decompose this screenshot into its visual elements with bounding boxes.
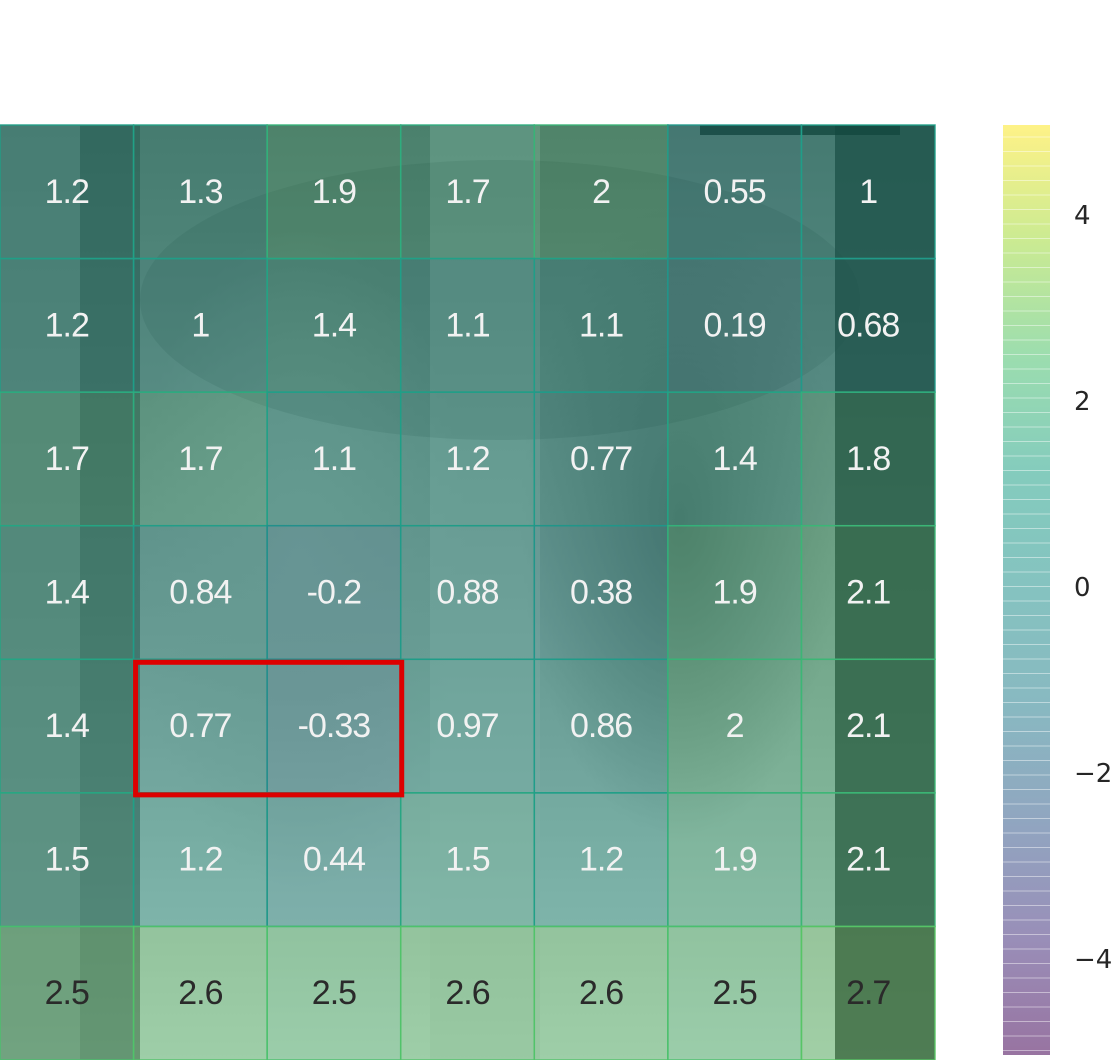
cell-value-label: 0.38 [570, 574, 632, 612]
heatmap-cell [399, 257, 536, 393]
cell-value-label: 0.44 [303, 841, 365, 879]
heatmap-cell [533, 792, 669, 928]
heatmap-cell [399, 524, 536, 661]
heatmap-labels: 1.2 1.3 1.9 1.7 2 0.55 1 1.2 1 1.4 1.1 1.1 0.19 0.68 1… [45, 173, 901, 1012]
heatmap-cell [266, 257, 402, 393]
heatmap-cell [266, 124, 402, 260]
cell-value-label: 1 [859, 173, 877, 211]
cell-value-label: 1.2 [45, 306, 89, 344]
cell-value-label: 1.5 [445, 841, 489, 879]
colorbar-tick-label: 0 [1074, 573, 1091, 603]
heatmap-cell [399, 925, 536, 1060]
heatmap-cell [533, 257, 669, 393]
heatmap-cell [533, 391, 669, 527]
heatmap-cells [0, 124, 936, 1060]
cell-value-label: 1.2 [45, 173, 89, 211]
cell-value-label: 1.1 [312, 440, 356, 478]
cell-value-label: 1 [191, 306, 209, 344]
colorbar-ticks: 4 2 0 −2 −4 [1074, 201, 1112, 975]
cell-value-label: 0.68 [837, 306, 899, 344]
heatmap-cell [0, 124, 135, 260]
heatmap-cell [667, 391, 803, 527]
xray-background [0, 125, 935, 1060]
cell-value-label: 2.1 [846, 707, 890, 745]
cell-value-label: 2.6 [579, 974, 623, 1012]
heatmap-cell [800, 925, 936, 1060]
cell-value-label: 0.19 [704, 306, 766, 344]
cell-value-label: -0.33 [298, 707, 371, 745]
heatmap-cell [533, 925, 669, 1060]
heatmap-cell [667, 658, 803, 794]
cell-value-label: 2.5 [312, 974, 356, 1012]
cell-value-label: 2.5 [713, 974, 757, 1012]
heatmap-cell [132, 257, 268, 393]
heatmap-cell [800, 658, 936, 794]
heatmap-cell [132, 124, 268, 260]
heatmap-cell [533, 124, 669, 260]
cell-value-label: 2.7 [846, 974, 890, 1012]
cell-value-label: 0.55 [704, 173, 766, 211]
cell-value-label: 1.2 [445, 440, 489, 478]
cell-value-label: 2.6 [445, 974, 489, 1012]
heatmap-cell [800, 524, 936, 661]
heatmap-cell [132, 925, 268, 1060]
cell-value-label: 0.88 [436, 574, 498, 612]
cell-value-label: 0.77 [570, 440, 632, 478]
heatmap-cell [266, 524, 402, 661]
cell-value-label: 1.2 [178, 841, 222, 879]
cell-value-label: 1.3 [178, 173, 222, 211]
cell-value-label: 0.84 [169, 574, 231, 612]
heatmap-cell [667, 124, 803, 260]
cell-value-label: 1.9 [713, 574, 757, 612]
colorbar-tick-label: −2 [1074, 759, 1112, 789]
cell-value-label: 2.1 [846, 574, 890, 612]
heatmap-cell [800, 257, 936, 393]
highlight-layer [133, 659, 405, 798]
heatmap-cell [0, 257, 135, 393]
heatmap-cell [667, 524, 803, 661]
heatmap-cell [266, 925, 402, 1060]
heatmap-cell [800, 124, 936, 260]
cell-value-label: 1.1 [579, 306, 623, 344]
cell-value-label: 2 [726, 707, 744, 745]
cell-value-label: 1.7 [45, 440, 89, 478]
cell-value-label: 1.4 [312, 306, 356, 344]
cell-value-label: 0.86 [570, 707, 632, 745]
cell-value-label: -0.2 [307, 574, 362, 612]
cell-value-label: 1.9 [713, 841, 757, 879]
colorbar-stripes [1003, 136, 1050, 1051]
cell-value-label: 2.5 [45, 974, 89, 1012]
cell-value-label: 1.1 [445, 306, 489, 344]
heatmap-cell [667, 257, 803, 393]
heatmap-cell [266, 391, 402, 527]
heatmap-cell [800, 792, 936, 928]
cell-value-label: 1.8 [846, 440, 890, 478]
heatmap-cell [800, 391, 936, 527]
colorbar-tick-label: 4 [1074, 201, 1091, 231]
colorbar: 4 2 0 −2 −4 [1003, 125, 1112, 1055]
cell-value-label: 1.5 [45, 841, 89, 879]
cell-value-label: 1.2 [579, 841, 623, 879]
cell-value-label: 2 [592, 173, 610, 211]
heatmap-cell [132, 524, 268, 661]
cell-value-label: 2.6 [178, 974, 222, 1012]
colorbar-gradient [1003, 125, 1050, 1055]
cell-value-label: 1.7 [178, 440, 222, 478]
cell-value-label: 2.1 [846, 841, 890, 879]
cell-value-label: 1.7 [445, 173, 489, 211]
colorbar-tick-label: −4 [1074, 945, 1112, 975]
heatmap-cell [266, 658, 402, 794]
colorbar-tick-label: 2 [1074, 387, 1091, 417]
cell-value-label: 1.9 [312, 173, 356, 211]
heatmap-cell [132, 391, 268, 527]
cell-value-label: 1.4 [713, 440, 757, 478]
heatmap-cell [399, 391, 536, 527]
cell-value-label: 1.4 [45, 707, 89, 745]
cell-value-label: 0.77 [169, 707, 231, 745]
highlight-box [133, 659, 405, 798]
cell-value-label: 0.97 [436, 707, 498, 745]
cell-value-label: 1.4 [45, 574, 89, 612]
